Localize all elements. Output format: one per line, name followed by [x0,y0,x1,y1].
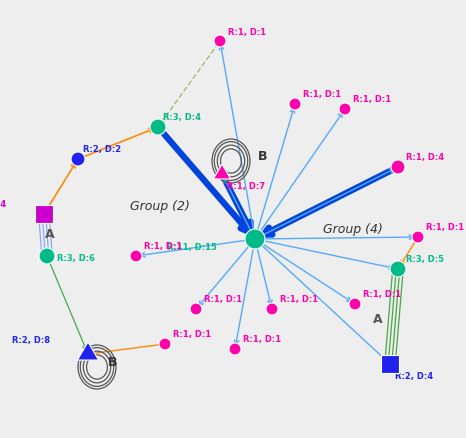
Text: R:2, D:2: R:2, D:2 [83,145,121,154]
Polygon shape [77,342,98,360]
Bar [34,205,53,224]
Circle shape [391,161,405,175]
Text: R:1, D:1: R:1, D:1 [228,28,266,36]
Circle shape [159,338,171,350]
Circle shape [339,104,351,116]
Circle shape [71,153,85,166]
Circle shape [214,36,226,48]
Text: R:1, D:1: R:1, D:1 [426,223,464,232]
Text: Group (4): Group (4) [323,223,383,236]
Text: R:1, D:1: R:1, D:1 [243,335,281,344]
Bar [381,355,399,374]
Text: R:1, D:1: R:1, D:1 [173,330,211,339]
Circle shape [289,99,301,111]
Text: Group (2): Group (2) [130,200,190,213]
Text: R:1, D:1: R:1, D:1 [204,295,242,304]
Text: R:1, D:7: R:1, D:7 [227,182,265,191]
Text: R:1, D:1: R:1, D:1 [363,290,401,299]
Text: R:1, D:1: R:1, D:1 [144,242,182,251]
Circle shape [245,230,265,249]
Text: R:1, D:4: R:1, D:4 [0,200,6,209]
Text: R:3, D:5: R:3, D:5 [406,255,444,264]
Circle shape [390,261,406,277]
Circle shape [349,298,361,310]
Text: B: B [258,150,268,163]
Circle shape [412,231,424,244]
Circle shape [39,248,55,265]
Text: R:1, D:4: R:1, D:4 [406,153,444,162]
Text: R:1, D:1: R:1, D:1 [280,295,318,304]
Text: R:1, D:1: R:1, D:1 [353,95,391,104]
Text: R:11, D:15: R:11, D:15 [167,243,217,252]
Text: A: A [45,228,55,241]
Text: R:3, D:4: R:3, D:4 [163,113,201,122]
Text: A: A [373,313,383,326]
Text: R:2, D:8: R:2, D:8 [12,336,50,345]
Circle shape [229,343,241,355]
Circle shape [150,120,166,136]
Circle shape [130,251,142,262]
Text: R:3, D:6: R:3, D:6 [57,254,95,263]
Polygon shape [213,165,231,180]
Circle shape [266,303,278,315]
Circle shape [190,303,202,315]
Text: B: B [108,356,118,369]
Text: R:1, D:1: R:1, D:1 [303,90,341,99]
Text: R:2, D:4: R:2, D:4 [395,372,433,381]
